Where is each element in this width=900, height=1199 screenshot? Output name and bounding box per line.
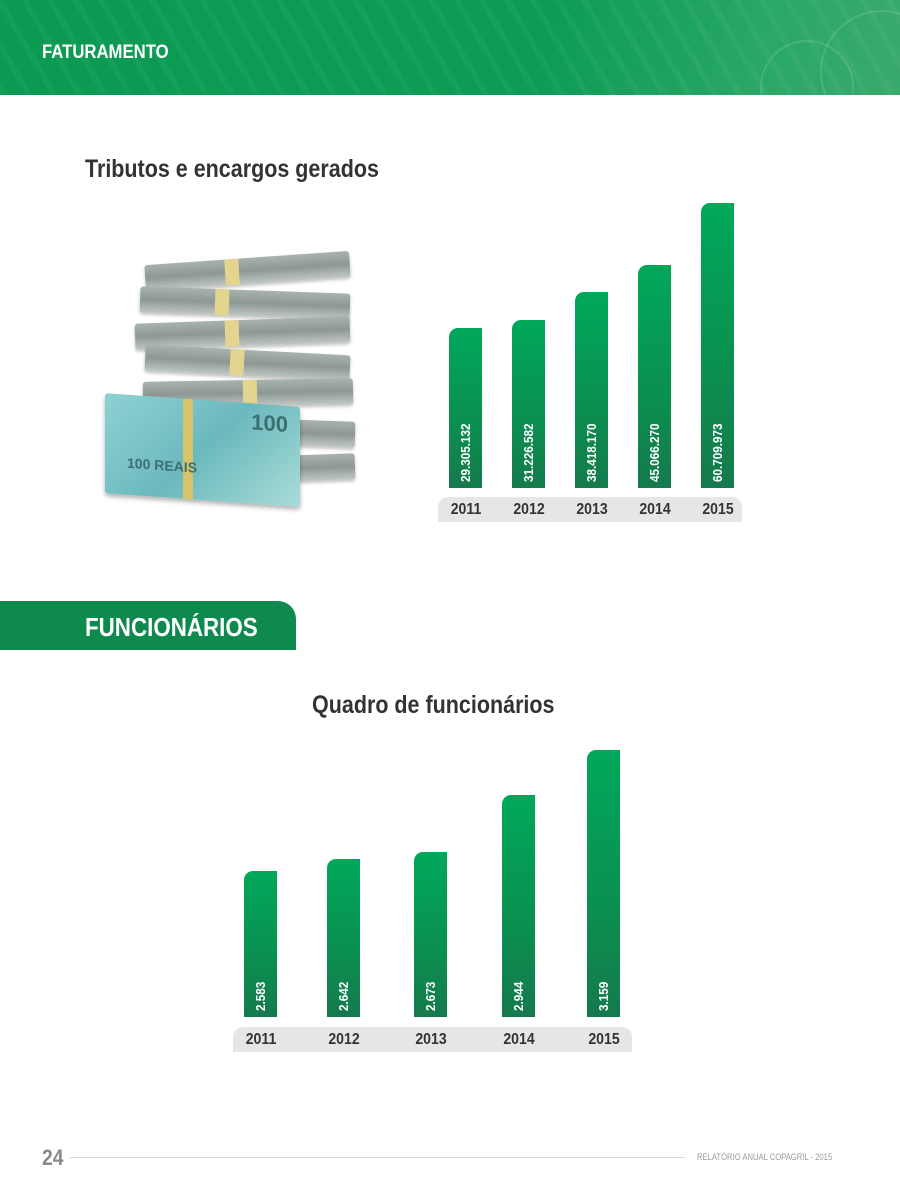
x-tick-label: 2015	[587, 1031, 620, 1048]
x-tick-label: 2011	[450, 501, 481, 518]
bar-2011: 29.305.132	[449, 328, 482, 488]
x-axis-strip: 2011 2012 2013 2014 2015	[438, 497, 742, 522]
chart-title-tributos: Tributos e encargos gerados	[85, 155, 379, 183]
x-tick-label: 2013	[414, 1031, 447, 1048]
x-axis-strip: 2011 2012 2013 2014 2015	[233, 1027, 632, 1052]
x-tick-label: 2011	[245, 1031, 276, 1048]
data-label: 2.583	[253, 981, 268, 1011]
data-label: 31.226.582	[521, 423, 536, 482]
data-label: 2.944	[511, 981, 526, 1011]
bar-2012: 31.226.582	[512, 320, 545, 488]
x-tick-label: 2015	[701, 501, 734, 518]
bar-2013: 38.418.170	[575, 291, 608, 488]
footer-divider	[70, 1157, 685, 1158]
data-label: 60.709.973	[710, 423, 725, 482]
page-number: 24	[42, 1145, 64, 1170]
data-label: 3.159	[596, 981, 611, 1011]
bar-2015: 3.159	[587, 750, 620, 1017]
data-label: 45.066.270	[647, 423, 662, 482]
x-tick-label: 2012	[327, 1031, 360, 1048]
section-tab-funcionarios: FUNCIONÁRIOS	[0, 601, 296, 650]
x-tick-label: 2014	[638, 501, 671, 518]
header-banner: FATURAMENTO	[0, 0, 900, 95]
bar-2014: 45.066.270	[638, 265, 671, 488]
section-title: FATURAMENTO	[42, 42, 169, 63]
data-label: 2.673	[423, 981, 438, 1011]
bar-2013: 2.673	[414, 852, 447, 1017]
banner-pattern	[0, 0, 900, 95]
x-tick-label: 2014	[502, 1031, 535, 1048]
footer-text: RELATÓRIO ANUAL COPAGRIL - 2015	[697, 1152, 833, 1162]
money-stack-image: 100 100 REAIS	[105, 250, 360, 530]
data-label: 38.418.170	[584, 423, 599, 482]
x-tick-label: 2012	[512, 501, 545, 518]
section-tab-label: FUNCIONÁRIOS	[85, 612, 258, 642]
bar-2011: 2.583	[244, 871, 277, 1017]
bar-2015: 60.709.973	[701, 203, 734, 488]
data-label: 29.305.132	[458, 423, 473, 482]
note-value: 100	[251, 409, 288, 437]
bar-2012: 2.642	[327, 858, 360, 1017]
x-tick-label: 2013	[575, 501, 608, 518]
chart-title-funcionarios: Quadro de funcionários	[312, 691, 555, 719]
bar-2014: 2.944	[502, 795, 535, 1017]
data-label: 2.642	[336, 981, 351, 1011]
